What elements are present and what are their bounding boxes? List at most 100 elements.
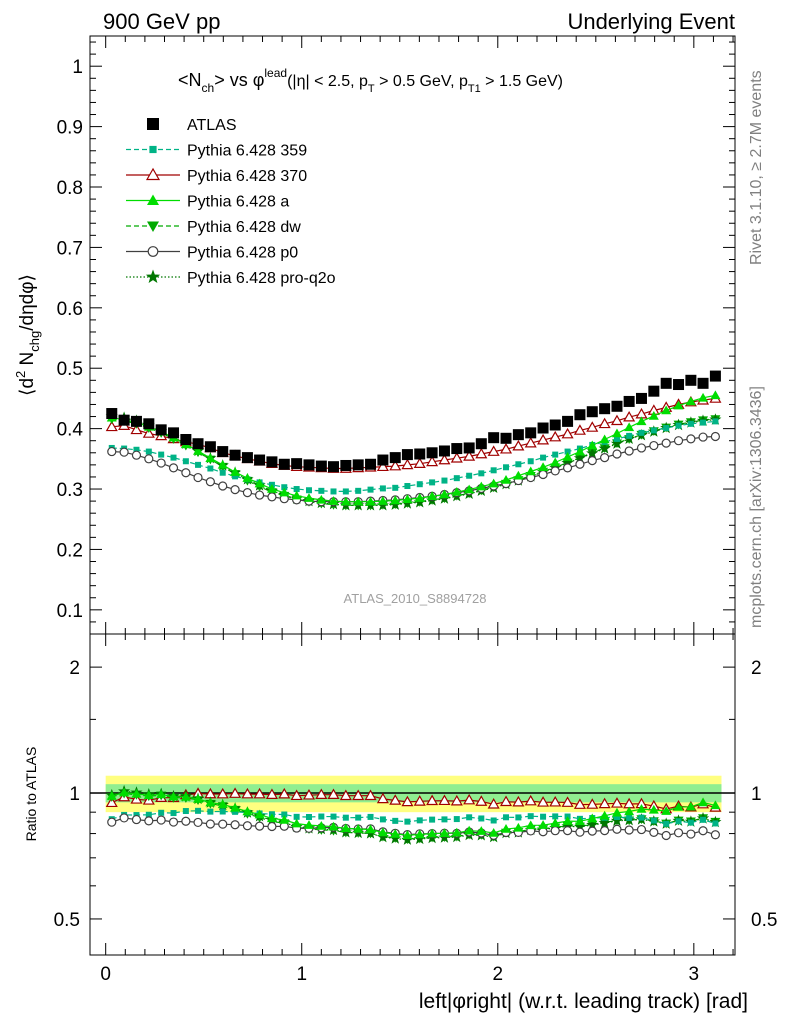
data-point	[232, 473, 239, 480]
data-point	[626, 432, 633, 439]
ratio-point	[367, 813, 374, 820]
data-point	[612, 449, 622, 459]
ratio-y-tick-label-right: 0.5	[751, 910, 777, 931]
y-tick-label: 0.1	[57, 601, 83, 622]
ratio-point	[143, 790, 154, 800]
ratio-point	[562, 816, 573, 825]
ratio-point	[537, 796, 550, 807]
ratio-point	[242, 806, 253, 816]
data-point	[476, 481, 487, 491]
y-tick-label: 0.5	[57, 359, 83, 380]
data-point	[254, 490, 265, 500]
ratio-point	[290, 789, 303, 801]
data-point	[131, 450, 142, 460]
data-point	[376, 460, 389, 472]
data-point	[355, 487, 362, 494]
data-point	[599, 434, 610, 444]
data-point	[687, 420, 694, 427]
data-point	[158, 451, 165, 458]
y-tick-label: 0.6	[57, 299, 83, 320]
ratio-point	[453, 816, 460, 823]
ratio-point	[427, 828, 438, 838]
data-point	[330, 488, 337, 495]
ratio-point	[105, 796, 118, 808]
data-point	[426, 447, 438, 459]
ratio-point	[685, 801, 696, 811]
legend-label: ATLAS	[187, 117, 237, 134]
ratio-point	[549, 796, 562, 807]
ratio-point	[698, 797, 709, 807]
ratio-point	[661, 830, 671, 841]
data-point	[564, 448, 571, 455]
ratio-point	[119, 813, 129, 823]
ratio-point	[527, 813, 534, 820]
ratio-point	[205, 797, 216, 807]
data-point	[488, 478, 499, 488]
y-tick-label: 0.9	[57, 118, 83, 139]
legend-label: Pythia 6.428 370	[187, 168, 307, 185]
data-point	[107, 446, 117, 457]
data-point	[392, 484, 399, 491]
ratio-point	[253, 787, 266, 799]
mcplots-label: mcplots.cern.ch [arXiv:1306.3436]	[748, 386, 765, 628]
data-point	[586, 406, 598, 418]
ratio-point	[131, 814, 142, 825]
data-point	[599, 403, 611, 415]
data-point	[242, 488, 253, 498]
data-point	[217, 459, 228, 469]
data-point	[586, 421, 599, 432]
series-line	[111, 397, 716, 470]
ratio-point	[303, 820, 314, 829]
ratio-point	[353, 823, 364, 833]
data-point	[512, 439, 525, 451]
y-tick-label: 0.2	[57, 540, 83, 561]
ratio-point	[219, 808, 226, 815]
ratio-point	[515, 814, 522, 821]
data-point	[549, 430, 562, 442]
main-y-label: ⟨d2 Nchg/dηdφ⟩	[13, 274, 42, 396]
main-y-ticks: 0.1 0.2 0.3 0.4 0.5 0.6 0.7 0.8 0.9 1	[57, 41, 735, 623]
ratio-y-tick-label: 0.5	[54, 910, 80, 931]
ratio-point	[340, 823, 351, 833]
data-point	[441, 477, 448, 484]
ratio-point	[624, 825, 634, 835]
data-point	[316, 494, 327, 504]
data-point	[598, 417, 611, 429]
data-point	[144, 454, 154, 464]
ratio-point	[562, 826, 573, 836]
ratio-point	[230, 802, 241, 812]
ratio-point	[339, 789, 352, 801]
data-point	[538, 462, 549, 472]
ratio-point	[392, 817, 399, 824]
data-point	[416, 481, 423, 488]
data-point	[475, 438, 487, 450]
ratio-point	[540, 813, 547, 820]
data-point	[155, 424, 167, 436]
ratio-point	[552, 813, 559, 820]
data-point	[685, 396, 696, 406]
ratio-point	[478, 815, 485, 822]
x-tick-label: 1	[296, 964, 307, 985]
data-point	[562, 452, 573, 461]
ratio-point	[254, 809, 265, 819]
data-point	[105, 420, 118, 432]
legend-label: Pythia 6.428 p0	[187, 245, 298, 262]
watermark: ATLAS_2010_S8894728	[344, 591, 487, 606]
data-point	[293, 486, 300, 493]
data-point	[624, 422, 635, 432]
ratio-point	[612, 824, 622, 834]
ratio-point	[131, 788, 142, 798]
data-point	[623, 410, 636, 422]
ratio-point	[587, 813, 598, 823]
ratio-point	[574, 816, 585, 826]
data-point	[365, 458, 377, 470]
ratio-point	[610, 797, 624, 808]
data-point	[463, 450, 476, 461]
ratio-point	[302, 788, 316, 800]
ratio-point	[207, 808, 214, 815]
ratio-point	[661, 806, 672, 815]
data-point	[600, 453, 610, 463]
ratio-point	[229, 787, 242, 798]
ratio-point	[265, 788, 278, 799]
data-point	[130, 415, 142, 427]
